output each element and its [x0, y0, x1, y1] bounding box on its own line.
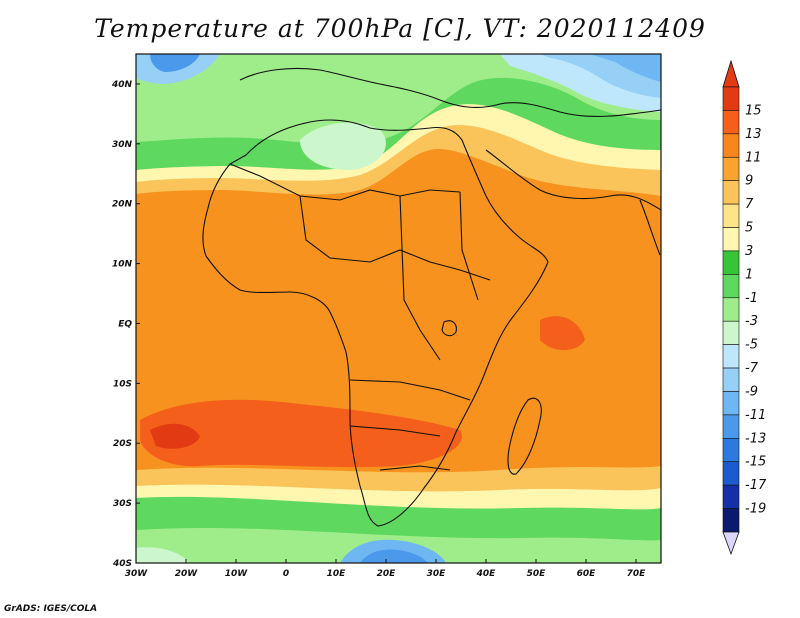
field-north-darkblue: [590, 54, 661, 82]
colorbar-swatch: [722, 203, 740, 228]
coastlines: [202, 67, 661, 527]
field-south-pale: [136, 547, 190, 563]
lat-tick-label: 20N: [112, 200, 133, 210]
colorbar-swatch: [722, 320, 740, 345]
lon-tick-layer: 30W 20W 10W 0 10E 20E 30E 40E 50E 60E 70E: [125, 559, 646, 579]
map-title: Temperature at 700hPa [C], VT: 202011240…: [94, 14, 706, 43]
colorbar-swatch: [722, 274, 740, 299]
border-central: [299, 195, 491, 281]
colorbar-label: -11: [745, 408, 766, 423]
india-coastline: [639, 199, 661, 256]
lat-tick-label: 40N: [111, 80, 133, 90]
border-east: [399, 191, 479, 361]
colorbar-label: 5: [745, 221, 753, 236]
lon-tick-label: 20E: [377, 569, 397, 579]
colorbar-label: -13: [745, 431, 766, 446]
europe-coastline: [239, 67, 661, 117]
colorbar-labels: 15 13 11 9 7 5 3 1 -1 -3 -5 -7 -9 -11 -13 -15 -17 -19: [745, 103, 767, 516]
colorbar-top-arrow: [722, 59, 740, 88]
africa-coastline: [202, 119, 549, 527]
colorbar-label: -17: [745, 478, 767, 493]
lon-tick-label: 30E: [427, 569, 447, 579]
lat-tick-label: 10N: [112, 260, 133, 270]
colorbar-swatch: [722, 133, 740, 158]
colorbar: 15 13 11 9 7 5 3 1 -1 -3 -5 -7 -9 -11 -13 -15 -17 -19: [722, 59, 767, 556]
colorbar-label: 11: [745, 150, 762, 165]
colorbar-swatch: [722, 461, 740, 486]
colorbar-label: 15: [745, 103, 762, 118]
lon-tick-label: 0: [283, 569, 289, 579]
lon-tick-label: 10W: [225, 569, 249, 579]
colorbar-label: 7: [745, 197, 754, 212]
colorbar-swatch: [722, 344, 740, 369]
colorbar-swatch: [722, 180, 740, 205]
field-east-hot: [540, 316, 585, 351]
lat-tick-label: 10S: [113, 379, 132, 389]
lon-tick-label: 30W: [125, 569, 149, 579]
colorbar-swatch: [722, 86, 740, 111]
colorbar-swatch: [722, 438, 740, 463]
colorbar-label: -9: [745, 384, 758, 399]
lat-tick-label: 30N: [112, 140, 133, 150]
colorbar-swatch: [722, 156, 740, 181]
colorbar-label: -1: [745, 291, 758, 306]
field-nw-darkblue: [150, 54, 200, 72]
field-south-hot-band: [140, 399, 462, 468]
colorbar-label: -19: [745, 502, 766, 517]
colorbar-label: -7: [745, 361, 759, 376]
colorbar-label: 13: [745, 127, 762, 142]
lat-tick-layer: 40S 30S 20S 10S EQ 10N 20N 30N 40N: [111, 80, 140, 569]
colorbar-label: -3: [745, 314, 758, 329]
lat-tick-label: EQ: [118, 319, 132, 329]
lat-tick-label: 30S: [113, 499, 132, 509]
arabia-coastline: [485, 149, 661, 211]
colorbar-swatches: [722, 59, 740, 556]
colorbar-label: 3: [745, 244, 753, 259]
field-hot-core: [150, 423, 200, 449]
colorbar-swatch: [722, 391, 740, 416]
field-north-lightgreen: [136, 54, 661, 145]
lat-tick-label: 40S: [112, 559, 132, 569]
colorbar-label: 9: [745, 174, 753, 189]
lon-tick-label: 10E: [327, 569, 347, 579]
field-north-pale: [300, 122, 386, 170]
colorbar-swatch: [722, 297, 740, 322]
plot-frame: [135, 53, 662, 564]
border-sahel: [229, 163, 461, 201]
lon-tick-label: 50E: [527, 569, 547, 579]
colorbar-swatch: [722, 110, 740, 135]
lon-tick-label: 70E: [627, 569, 647, 579]
field-south-darkblue: [360, 549, 428, 563]
lat-tick-label: 20S: [113, 439, 132, 449]
field-layer: [136, 54, 661, 563]
colorbar-label: -15: [745, 455, 766, 470]
lon-tick-label: 40E: [476, 569, 497, 579]
lon-tick-label: 20W: [175, 569, 199, 579]
colorbar-label: -5: [745, 338, 758, 353]
madagascar-coastline: [507, 397, 542, 475]
colorbar-swatch: [722, 227, 740, 252]
colorbar-bottom-arrow: [722, 531, 740, 556]
colorbar-swatch: [722, 367, 740, 392]
lon-tick-label: 60E: [577, 569, 597, 579]
colorbar-label: 1: [745, 267, 753, 282]
colorbar-swatch: [722, 508, 740, 533]
lake-victoria: [441, 320, 457, 337]
colorbar-swatch: [722, 250, 740, 275]
colorbar-swatch: [722, 484, 740, 509]
colorbar-swatch: [722, 414, 740, 439]
border-south: [349, 379, 471, 471]
grads-credit: GrADS: IGES/COLA: [4, 604, 98, 614]
